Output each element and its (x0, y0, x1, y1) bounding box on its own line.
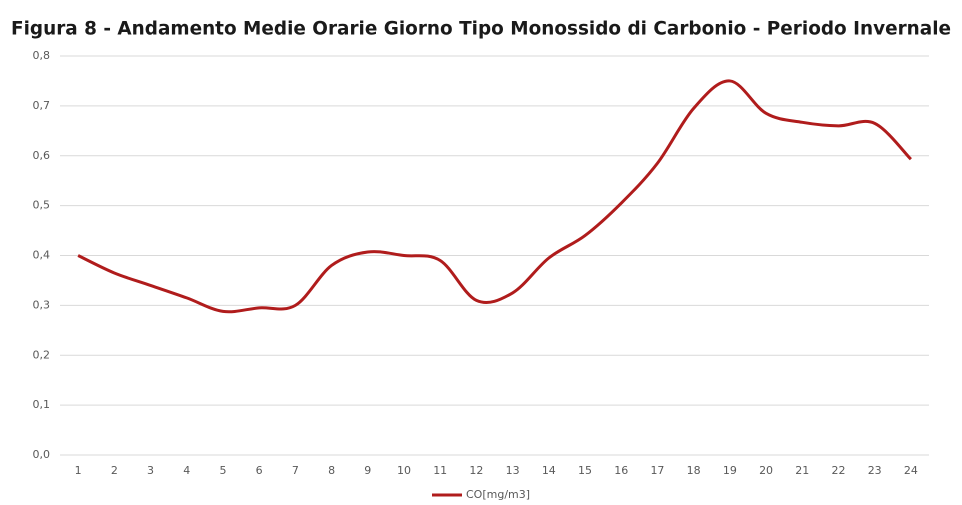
x-tick-label: 11 (433, 464, 447, 477)
y-tick-label: 0,2 (33, 348, 51, 361)
x-tick-label: 24 (904, 464, 918, 477)
x-tick-label: 4 (183, 464, 190, 477)
y-tick-label: 0,0 (33, 448, 51, 461)
chart-title: Figura 8 - Andamento Medie Orarie Giorno… (11, 18, 951, 40)
x-tick-label: 17 (650, 464, 664, 477)
y-tick-label: 0,1 (33, 398, 51, 411)
x-tick-label: 9 (364, 464, 371, 477)
x-tick-label: 3 (147, 464, 154, 477)
x-tick-label: 10 (397, 464, 411, 477)
y-tick-label: 0,4 (33, 249, 51, 262)
x-tick-label: 20 (759, 464, 773, 477)
x-tick-label: 16 (614, 464, 628, 477)
x-tick-label: 14 (542, 464, 556, 477)
x-tick-label: 6 (256, 464, 263, 477)
x-tick-label: 1 (75, 464, 82, 477)
x-tick-label: 19 (723, 464, 737, 477)
x-tick-label: 7 (292, 464, 299, 477)
x-tick-label: 18 (687, 464, 701, 477)
x-tick-label: 23 (868, 464, 882, 477)
y-tick-label: 0,6 (33, 149, 51, 162)
x-tick-label: 22 (831, 464, 845, 477)
y-tick-label: 0,7 (33, 99, 51, 112)
legend-label: CO[mg/m3] (466, 488, 530, 501)
x-tick-label: 12 (469, 464, 483, 477)
x-tick-label: 15 (578, 464, 592, 477)
x-tick-label: 13 (506, 464, 520, 477)
x-tick-label: 2 (111, 464, 118, 477)
y-tick-label: 0,3 (33, 298, 51, 311)
x-tick-label: 21 (795, 464, 809, 477)
y-tick-label: 0,5 (33, 199, 51, 212)
data-line (77, 79, 912, 314)
x-tick-label: 5 (219, 464, 226, 477)
y-tick-label: 0,8 (33, 49, 51, 62)
x-tick-label: 8 (328, 464, 335, 477)
